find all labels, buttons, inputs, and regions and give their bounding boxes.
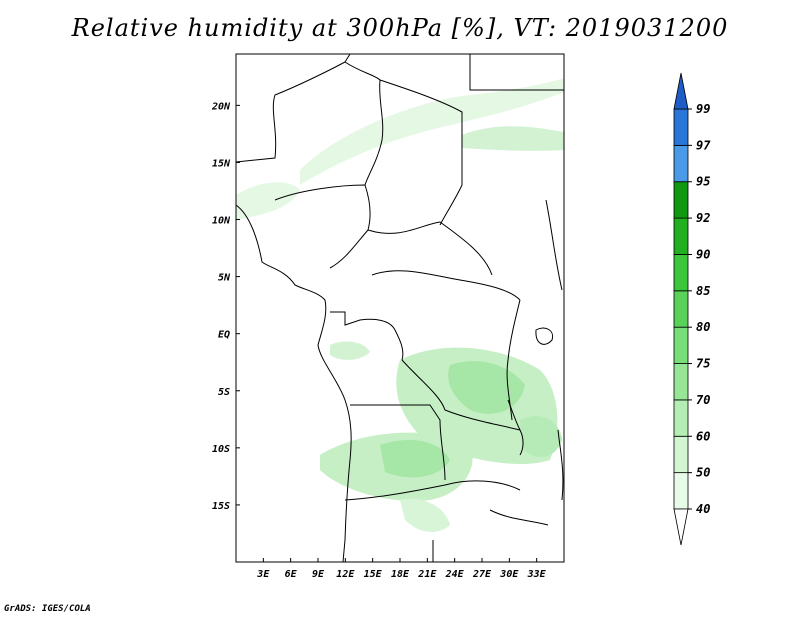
colorbar-label: 92: [696, 211, 710, 225]
colorbar-swatch: [673, 217, 689, 255]
colorbar-label: 97: [696, 138, 711, 152]
page-title: Relative humidity at 300hPa [%], VT: 201…: [71, 14, 729, 42]
x-tick-label: 3E: [256, 569, 270, 580]
border-north-3: [379, 79, 463, 226]
x-tick-label: 27E: [472, 569, 492, 580]
colorbar-swatch: [673, 472, 689, 510]
humidity-patch-gabon: [330, 341, 370, 360]
humidity-patch-south: [400, 498, 450, 532]
country-borders: [236, 54, 564, 562]
x-tick-label: 9E: [312, 569, 325, 580]
x-tick-label: 15E: [364, 569, 383, 580]
y-tick-label: 5S: [218, 387, 230, 398]
colorbar-label: 40: [696, 502, 710, 516]
colorbar-label: 50: [696, 466, 710, 480]
colorbar-label: 85: [696, 284, 710, 298]
colorbar-swatch: [673, 290, 689, 328]
humidity-patch-west: [236, 182, 300, 220]
x-tick-label: 21E: [417, 569, 437, 580]
border-north-2: [344, 61, 384, 186]
border-east-1: [506, 299, 521, 421]
y-tick-label: 10N: [212, 216, 231, 227]
colorbar-label: 75: [696, 357, 710, 371]
lake-victoria: [535, 327, 554, 345]
x-tick-label: 12E: [336, 569, 355, 580]
humidity-patch-southeast: [520, 416, 562, 458]
colorbar-swatch: [673, 181, 689, 219]
coastline-west-africa: [236, 204, 352, 562]
border-south-1: [344, 480, 521, 501]
x-tick-label: 24E: [445, 569, 465, 580]
humidity-patch-congo-core: [448, 361, 525, 414]
x-axis-ticks: 3E 6E 9E 12E 15E 18E 21E 24E 27E 30E 33E: [256, 558, 547, 580]
border-central-1: [367, 221, 493, 276]
colorbar-label: 90: [696, 247, 710, 261]
border-east-2: [545, 199, 563, 291]
humidity-shading: [236, 78, 564, 532]
colorbar-label: 99: [696, 102, 710, 116]
border-central-6: [350, 404, 446, 481]
x-tick-label: 33E: [527, 569, 547, 580]
credit-label: GrADS: IGES/COLA: [4, 604, 91, 614]
border-central-3: [371, 270, 521, 301]
colorbar-swatch: [673, 144, 689, 183]
colorbar-swatch: [673, 399, 689, 437]
colorbar-label: 60: [696, 429, 710, 443]
colorbar-label: 95: [696, 175, 710, 189]
colorbar: 40 50 60 70 75 80 85 90 92 95 97 99: [673, 72, 711, 546]
y-tick-label: 15S: [212, 501, 230, 512]
humidity-band-northeast: [462, 126, 564, 151]
colorbar-swatch: [673, 363, 689, 401]
colorbar-swatch: [673, 108, 689, 146]
border-south-3: [489, 509, 549, 526]
border-north-1: [236, 54, 351, 163]
colorbar-swatch: [673, 326, 689, 364]
y-tick-label: 20N: [211, 101, 231, 112]
colorbar-swatch: [673, 254, 689, 292]
x-tick-label: 18E: [391, 569, 410, 580]
y-tick-label: 5N: [218, 273, 231, 284]
y-tick-label: EQ: [218, 330, 230, 341]
colorbar-top-arrow: [673, 72, 689, 110]
x-tick-label: 30E: [499, 569, 519, 580]
humidity-band-north: [300, 78, 564, 185]
lake-east: [507, 399, 524, 456]
border-central-4: [330, 311, 404, 361]
colorbar-label: 80: [696, 320, 710, 334]
y-tick-label: 15N: [212, 158, 231, 169]
humidity-patch-angola-core: [380, 440, 450, 478]
y-axis-ticks: 20N 15N 10N 5N EQ 5S 10S 15S: [211, 101, 240, 512]
border-north-4: [469, 54, 564, 91]
coastline-east-africa: [557, 429, 564, 501]
colorbar-label: 70: [696, 393, 710, 407]
border-central-5: [401, 359, 521, 431]
border-central-2: [274, 184, 371, 269]
colorbar-swatch: [673, 435, 689, 474]
y-tick-label: 10S: [212, 444, 230, 455]
x-tick-label: 6E: [285, 569, 298, 580]
colorbar-bottom-arrow: [673, 508, 689, 546]
